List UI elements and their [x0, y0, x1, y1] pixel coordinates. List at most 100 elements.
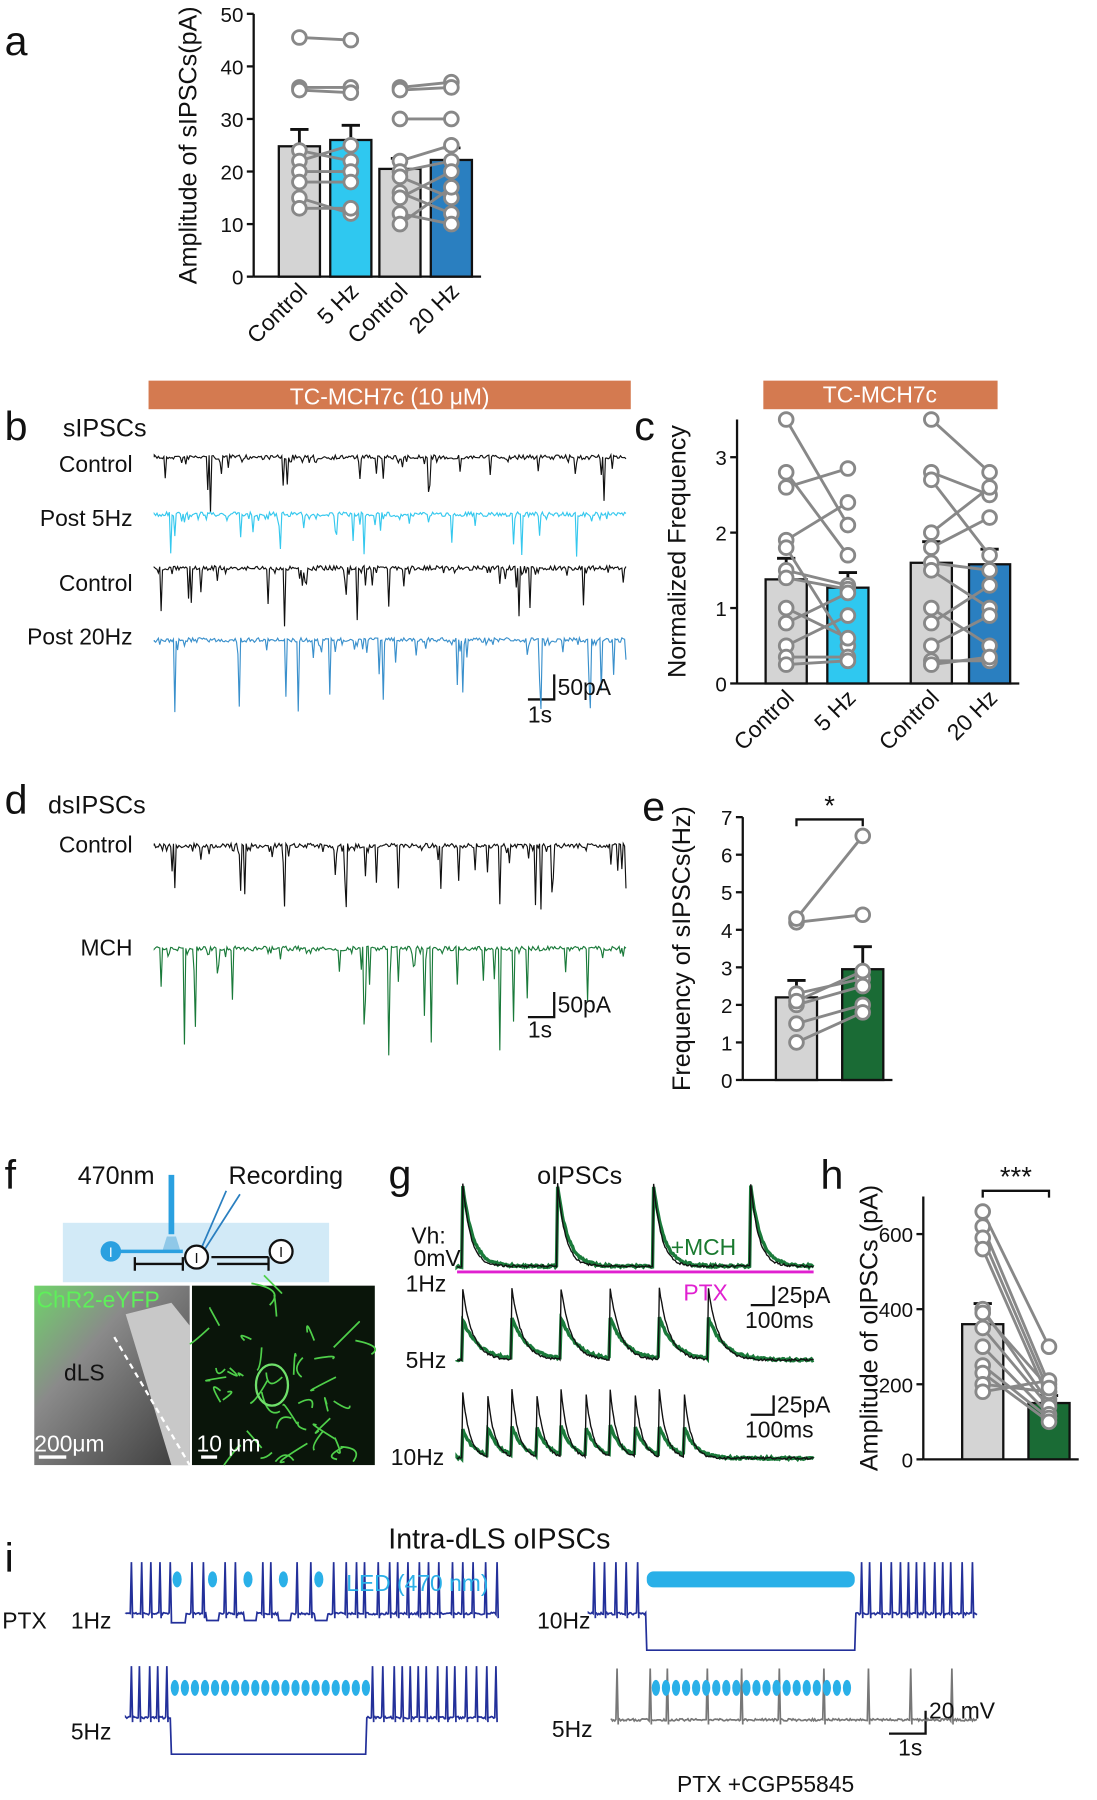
y-tick-label: 1 — [721, 1032, 732, 1055]
rate-label: 10Hz — [537, 1607, 590, 1633]
led-pulse — [712, 1679, 721, 1696]
point — [443, 163, 460, 180]
pair-line — [399, 191, 452, 215]
led-pulse — [243, 1571, 253, 1588]
pair-line — [299, 88, 351, 95]
scale-label: 1s — [898, 1734, 922, 1760]
y-axis-label: Normalized Frequency — [664, 425, 692, 678]
micrograph — [191, 1285, 375, 1466]
pair-line — [981, 1311, 1051, 1389]
pair-line — [981, 1327, 1051, 1408]
pair-line — [298, 143, 352, 163]
led-pulse — [742, 1679, 751, 1696]
panel-title: sIPSCs — [63, 415, 147, 443]
pair-line — [931, 655, 990, 667]
point — [974, 1338, 992, 1356]
electrode — [202, 1193, 241, 1252]
pair-line — [399, 170, 453, 200]
cell-label: I — [194, 1251, 198, 1267]
pair-line — [981, 1226, 1051, 1385]
led-pulse — [220, 1679, 230, 1696]
point — [391, 81, 409, 99]
pair-line — [399, 80, 452, 89]
y-tick-label: 2 — [715, 523, 726, 546]
point — [291, 81, 308, 99]
point — [981, 509, 998, 526]
point — [974, 1383, 992, 1401]
trace — [153, 841, 627, 910]
point — [839, 652, 857, 670]
banner-text: TC-MCH7c (10 μM) — [290, 384, 490, 410]
point — [854, 1004, 872, 1021]
pair-line — [399, 85, 452, 92]
led-pulse — [301, 1679, 310, 1696]
row-label: Post 5Hz — [40, 505, 133, 531]
led-pulse — [762, 1679, 771, 1696]
pair-line — [930, 478, 991, 557]
pair-line — [930, 584, 991, 625]
scale-label: 20 mV — [929, 1698, 996, 1724]
point — [839, 584, 857, 602]
point — [342, 136, 360, 154]
point — [391, 215, 409, 233]
decoration — [34, 380, 998, 1735]
neurite — [340, 1445, 358, 1463]
panel-letter: b — [5, 403, 28, 449]
led-pulse — [261, 1679, 270, 1696]
point — [981, 546, 998, 564]
point — [854, 962, 872, 980]
traces — [124, 452, 978, 1756]
pair-line — [785, 568, 849, 587]
led-pulse — [210, 1679, 220, 1696]
label: dLS — [64, 1360, 105, 1386]
bracket — [795, 818, 864, 827]
point — [291, 29, 308, 46]
neurite — [246, 1430, 263, 1449]
x-tick-label: 5 Hz — [809, 685, 861, 737]
row-label: MCH — [81, 934, 133, 960]
led-pulse — [702, 1679, 711, 1696]
point — [342, 173, 360, 191]
light-cone — [162, 1236, 181, 1252]
trace — [610, 1668, 978, 1725]
row-label: Control — [59, 832, 133, 858]
rate-label: 1Hz — [406, 1270, 447, 1296]
pair-line — [299, 149, 352, 163]
point — [923, 524, 940, 541]
significance: * — [824, 790, 835, 821]
neurite — [189, 1327, 210, 1345]
banner — [148, 380, 631, 410]
rate-label: 10Hz — [391, 1444, 444, 1470]
led-pulse — [241, 1679, 250, 1696]
neurite — [314, 1417, 331, 1434]
led-pulse — [170, 1679, 179, 1696]
led-pulse — [661, 1679, 671, 1696]
point — [923, 471, 940, 489]
neurite — [222, 1390, 233, 1401]
x-tick-label: Control — [242, 278, 312, 348]
y-tick-label: 3 — [715, 447, 726, 470]
point — [391, 168, 409, 186]
scale-label: 100ms — [745, 1307, 814, 1333]
banner-text: TC-MCH7c — [823, 381, 937, 407]
trace — [153, 635, 627, 713]
boundary — [113, 1336, 191, 1466]
pair-line — [981, 1237, 1051, 1393]
y-tick-label: 20 — [221, 162, 244, 185]
led-pulse — [782, 1679, 791, 1696]
neurite — [274, 1454, 295, 1463]
pair-line — [930, 418, 991, 474]
point — [839, 607, 857, 624]
point — [777, 463, 795, 481]
neurite — [205, 1376, 227, 1382]
point — [981, 577, 998, 594]
neurite — [260, 1391, 281, 1414]
electrode — [199, 1190, 228, 1252]
panel-letter: g — [389, 1152, 412, 1198]
pair-line — [399, 159, 452, 173]
trace — [124, 1666, 498, 1756]
point — [1040, 1413, 1058, 1431]
panel-letter: h — [820, 1152, 843, 1198]
y-axis-label: Frequency of sIPSCs(Hz) — [668, 806, 696, 1091]
trace — [455, 1185, 815, 1271]
